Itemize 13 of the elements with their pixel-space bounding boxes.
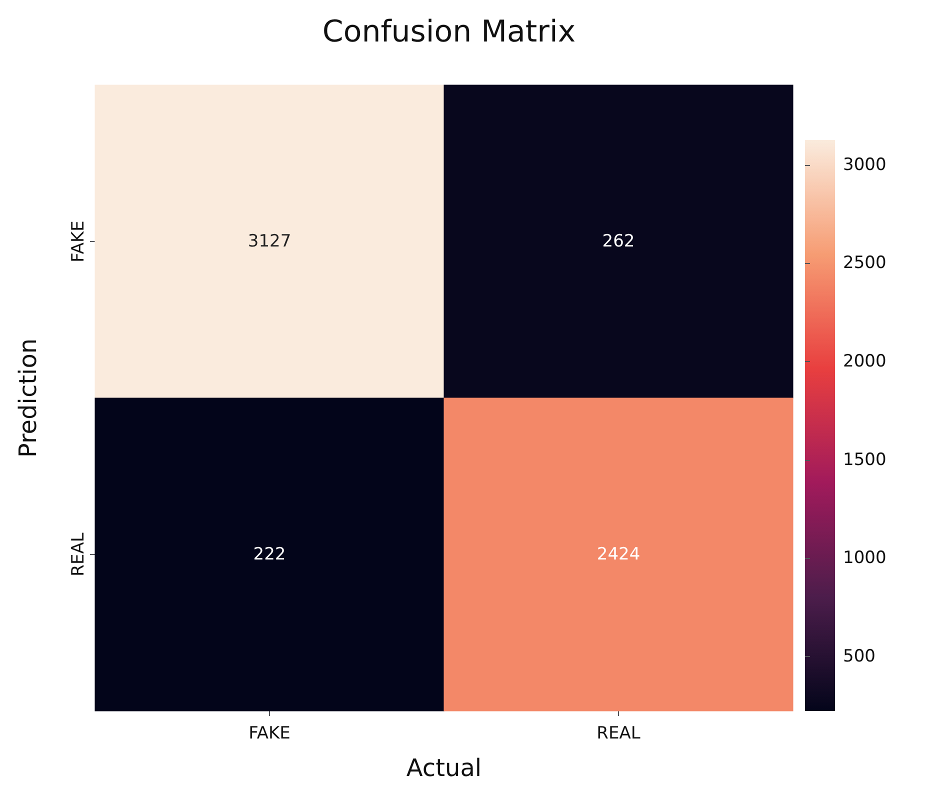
data-label: 222 <box>253 544 286 564</box>
data-label: 3127 <box>248 232 292 252</box>
chart-title: Confusion Matrix <box>322 14 576 50</box>
color-bar-label: 1000 <box>843 548 886 568</box>
data-label: 2424 <box>596 544 640 564</box>
data-label: 262 <box>602 232 635 252</box>
color-bar-label: 1500 <box>843 450 886 470</box>
x-axis-title: Actual <box>406 754 482 782</box>
color-bar-label: 2000 <box>843 352 886 372</box>
color-bar-label: 500 <box>843 646 876 666</box>
y-axis-title: Prediction <box>14 338 42 458</box>
color-bar-label: 3000 <box>843 154 886 175</box>
color-bar-label: 2500 <box>843 253 886 274</box>
